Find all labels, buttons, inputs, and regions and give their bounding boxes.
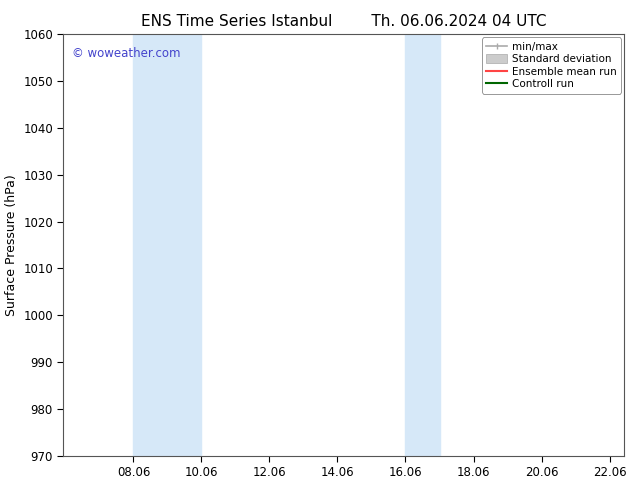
Y-axis label: Surface Pressure (hPa): Surface Pressure (hPa) <box>4 174 18 316</box>
Legend: min/max, Standard deviation, Ensemble mean run, Controll run: min/max, Standard deviation, Ensemble me… <box>482 37 621 94</box>
Text: © woweather.com: © woweather.com <box>72 47 180 60</box>
Bar <box>406 34 439 456</box>
Bar <box>133 34 202 456</box>
Title: ENS Time Series Istanbul        Th. 06.06.2024 04 UTC: ENS Time Series Istanbul Th. 06.06.2024 … <box>141 14 547 29</box>
